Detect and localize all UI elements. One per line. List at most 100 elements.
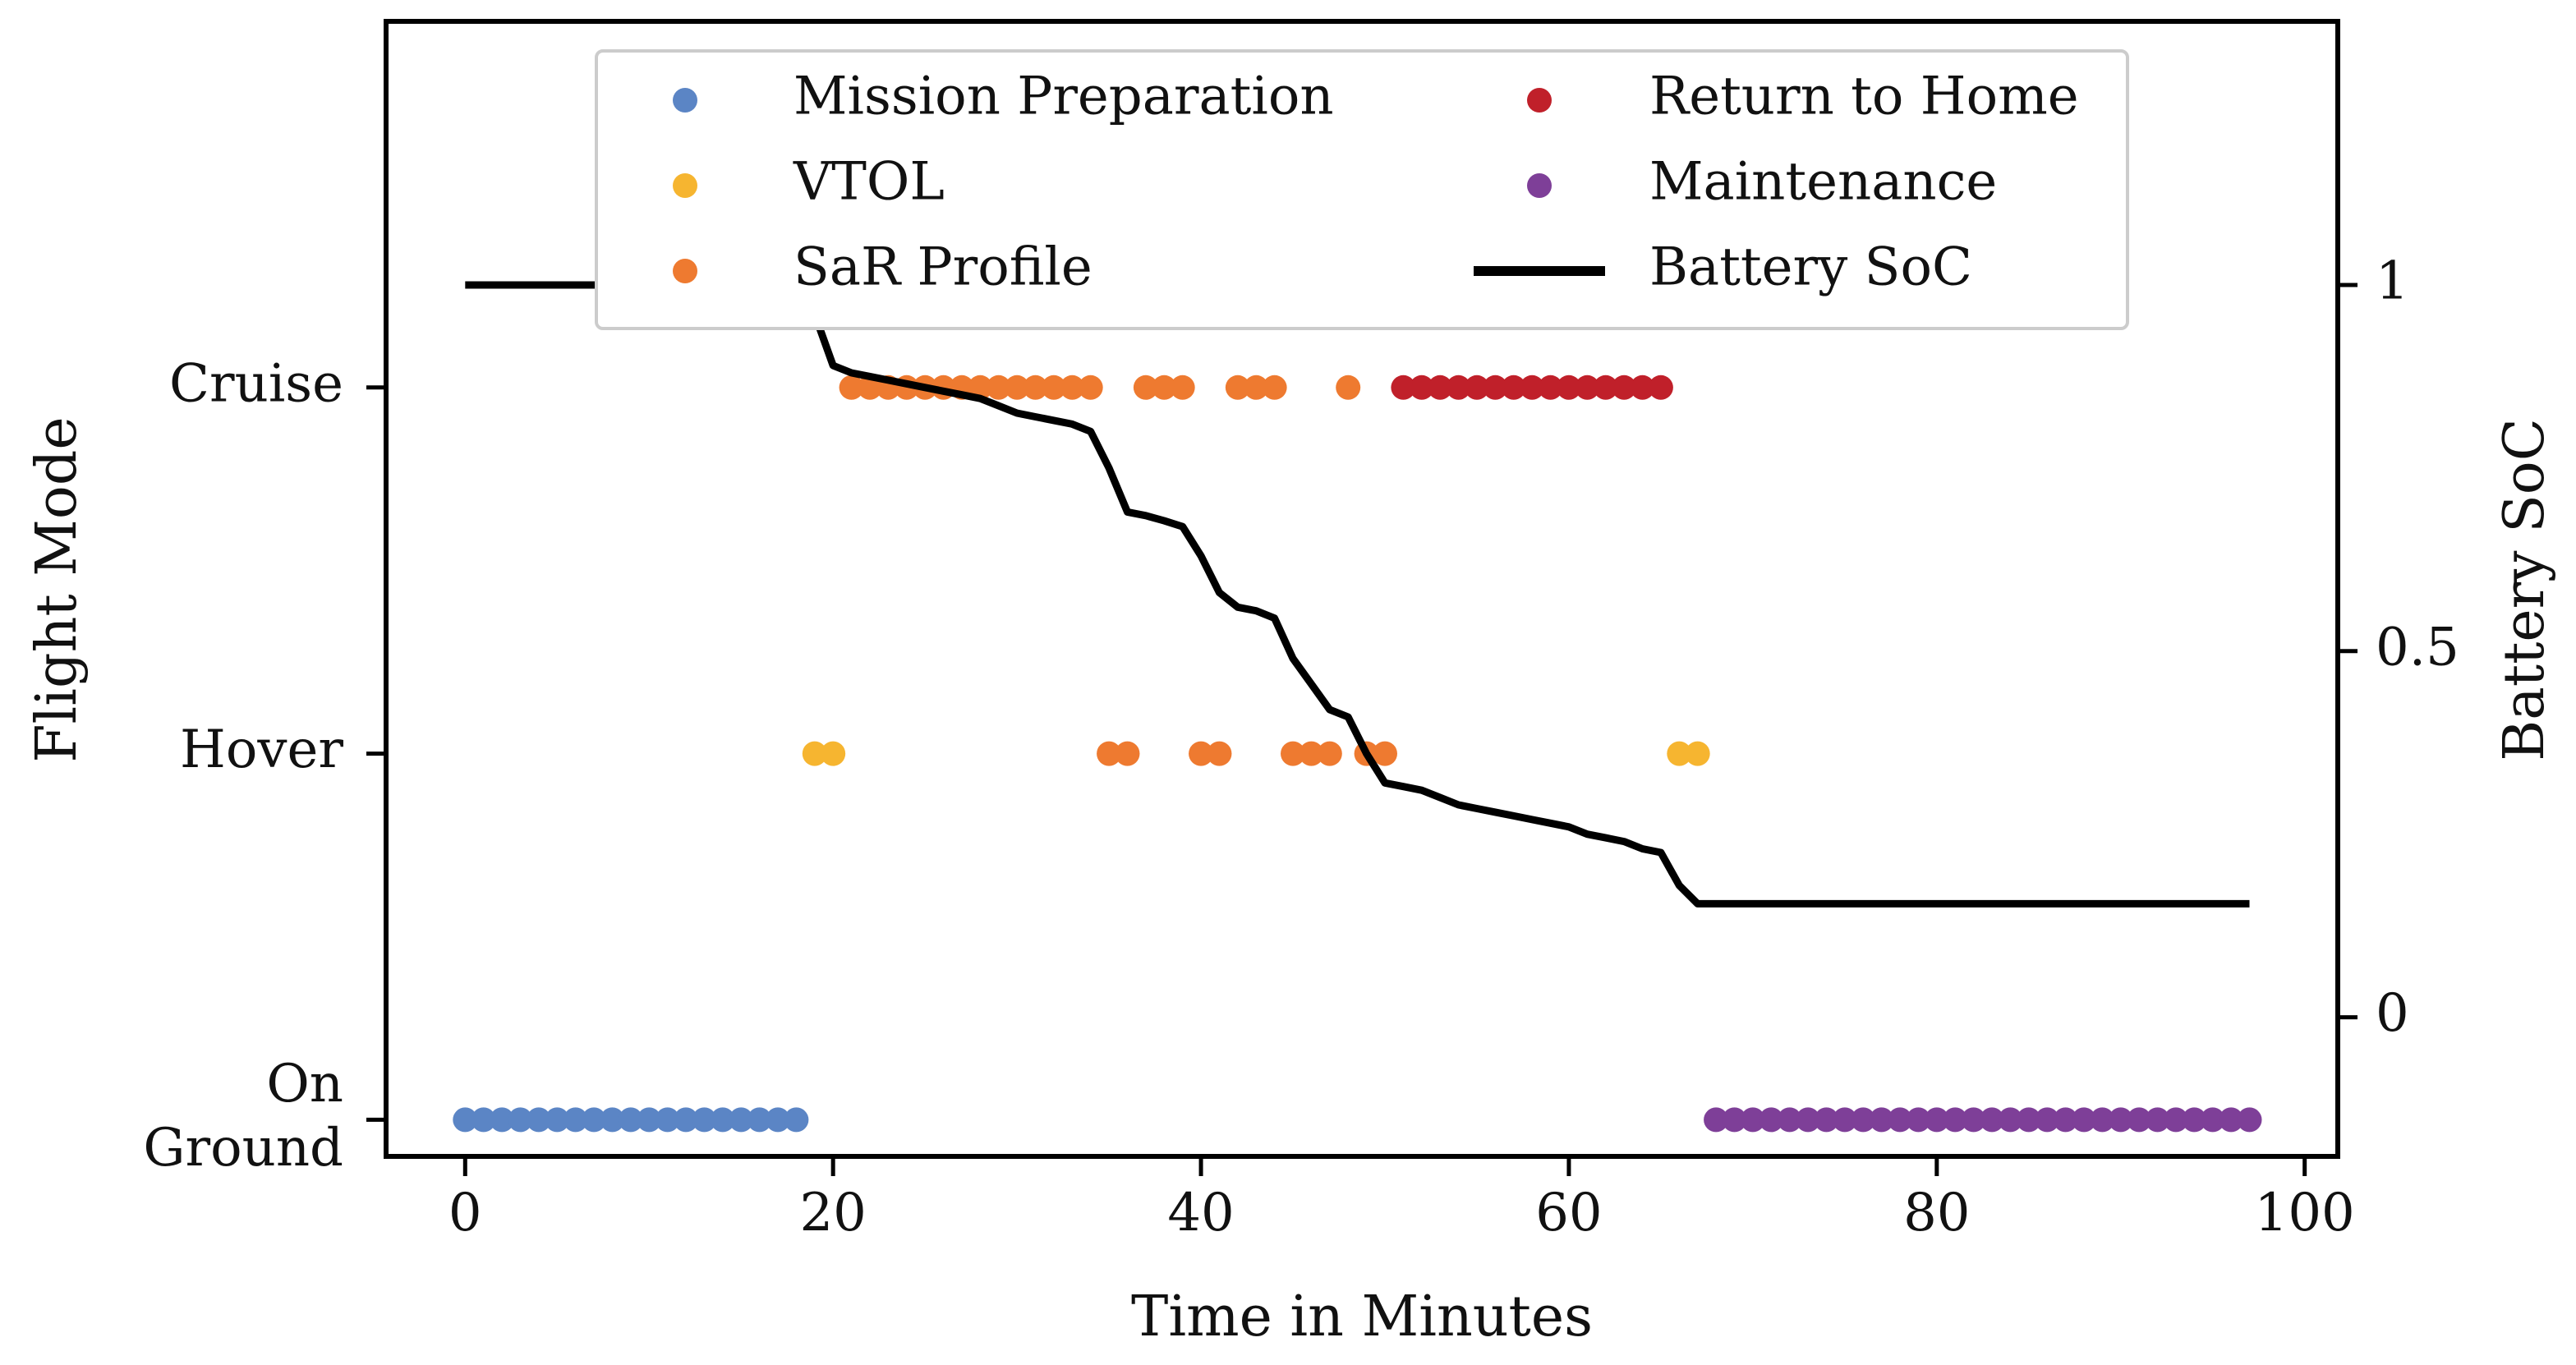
point-vtol [1667, 741, 1692, 766]
point-maintenance [1777, 1107, 1802, 1133]
battery-soc-line [465, 281, 2250, 908]
point-sar-profile [839, 375, 864, 400]
point-return-to-home [1556, 375, 1581, 400]
point-maintenance [2200, 1107, 2225, 1133]
legend-label-vtol: VTOL [793, 152, 945, 213]
point-sar-profile [1005, 375, 1030, 400]
point-mission-preparation [637, 1107, 662, 1133]
point-mission-preparation [453, 1107, 478, 1133]
legend-marker-sar-profile [673, 259, 697, 283]
x-axis-ticks: 0 20 40 60 80 100 [448, 1156, 2355, 1243]
x-tick-label: 100 [2255, 1183, 2355, 1243]
point-return-to-home [1483, 375, 1508, 400]
point-maintenance [1722, 1107, 1747, 1133]
point-mission-preparation [600, 1107, 625, 1133]
point-return-to-home [1428, 375, 1453, 400]
point-sar-profile [1281, 741, 1306, 766]
point-return-to-home [1575, 375, 1600, 400]
point-mission-preparation [692, 1107, 717, 1133]
point-maintenance [1740, 1107, 1765, 1133]
point-maintenance [1759, 1107, 1784, 1133]
point-mission-preparation [582, 1107, 607, 1133]
point-mission-preparation [490, 1107, 515, 1133]
y2-axis-ticks: 00.51 [2338, 250, 2459, 1044]
point-sar-profile [1152, 375, 1177, 400]
point-mission-preparation [508, 1107, 533, 1133]
legend-marker-mission-preparation [673, 88, 697, 113]
y-axis-label: Flight Mode [25, 416, 90, 762]
point-sar-profile [1189, 741, 1214, 766]
point-vtol [821, 741, 846, 766]
legend-label-sar-profile: SaR Profile [794, 237, 1092, 298]
y-tick-label-line: Cruise [169, 353, 343, 414]
point-return-to-home [1446, 375, 1471, 400]
point-mission-preparation [545, 1107, 570, 1133]
y-tick-label-line: On [266, 1054, 343, 1115]
point-sar-profile [1225, 375, 1250, 400]
y-tick-label: Hover [180, 719, 343, 780]
x-tick-label: 80 [1903, 1183, 1970, 1243]
legend-label-return-to-home: Return to Home [1649, 67, 2079, 127]
point-maintenance [2035, 1107, 2060, 1133]
point-maintenance [1924, 1107, 1949, 1133]
point-mission-preparation [765, 1107, 790, 1133]
point-maintenance [1832, 1107, 1857, 1133]
y-tick-label: Cruise [169, 353, 343, 414]
point-maintenance [2071, 1107, 2096, 1133]
legend-label-battery-soc: Battery SoC [1649, 237, 1972, 298]
legend: Mission Preparation VTOL SaR Profile Ret… [595, 49, 2129, 330]
point-sar-profile [1133, 375, 1158, 400]
legend-label-mission-preparation: Mission Preparation [794, 67, 1334, 127]
point-maintenance [2016, 1107, 2041, 1133]
point-mission-preparation [471, 1107, 496, 1133]
point-maintenance [2219, 1107, 2244, 1133]
point-sar-profile [1097, 741, 1122, 766]
point-sar-profile [1041, 375, 1066, 400]
point-maintenance [1814, 1107, 1839, 1133]
legend-box [595, 49, 2129, 330]
point-maintenance [2127, 1107, 2152, 1133]
point-mission-preparation [729, 1107, 754, 1133]
point-return-to-home [1630, 375, 1655, 400]
scatter-points [453, 375, 2262, 1133]
point-vtol [802, 741, 827, 766]
x-tick-label: 40 [1167, 1183, 1234, 1243]
point-mission-preparation [655, 1107, 680, 1133]
legend-marker-vtol [673, 173, 697, 198]
point-sar-profile [1170, 375, 1195, 400]
legend-label-maintenance: Maintenance [1649, 152, 1997, 213]
y2-axis-label: Battery SoC [2492, 418, 2557, 761]
point-sar-profile [1372, 741, 1397, 766]
y-tick-label: On Ground [143, 1054, 343, 1179]
y-tick-label-line: Ground [143, 1118, 343, 1179]
point-sar-profile [1299, 741, 1324, 766]
point-return-to-home [1409, 375, 1434, 400]
point-return-to-home [1464, 375, 1489, 400]
point-sar-profile [1336, 375, 1361, 400]
point-mission-preparation [710, 1107, 735, 1133]
x-axis-label: Time in Minutes [1131, 1285, 1593, 1349]
point-mission-preparation [674, 1107, 699, 1133]
point-return-to-home [1538, 375, 1563, 400]
battery-soc-line-layer [465, 281, 2250, 908]
y2-tick-label: 0.5 [2376, 617, 2459, 678]
point-return-to-home [1520, 375, 1545, 400]
point-sar-profile [1078, 375, 1103, 400]
point-mission-preparation [747, 1107, 772, 1133]
point-maintenance [2053, 1107, 2078, 1133]
point-maintenance [1979, 1107, 2004, 1133]
point-mission-preparation [618, 1107, 643, 1133]
point-sar-profile [1207, 741, 1232, 766]
legend-marker-return-to-home [1527, 88, 1552, 113]
plot-frame [384, 19, 2340, 1159]
point-maintenance [2090, 1107, 2115, 1133]
y-tick-label-line: Hover [180, 719, 343, 780]
point-maintenance [1851, 1107, 1876, 1133]
y2-tick-label: 0 [2376, 983, 2409, 1044]
point-maintenance [2145, 1107, 2170, 1133]
point-sar-profile [1317, 741, 1342, 766]
point-maintenance [1906, 1107, 1931, 1133]
point-maintenance [2182, 1107, 2207, 1133]
point-mission-preparation [784, 1107, 809, 1133]
